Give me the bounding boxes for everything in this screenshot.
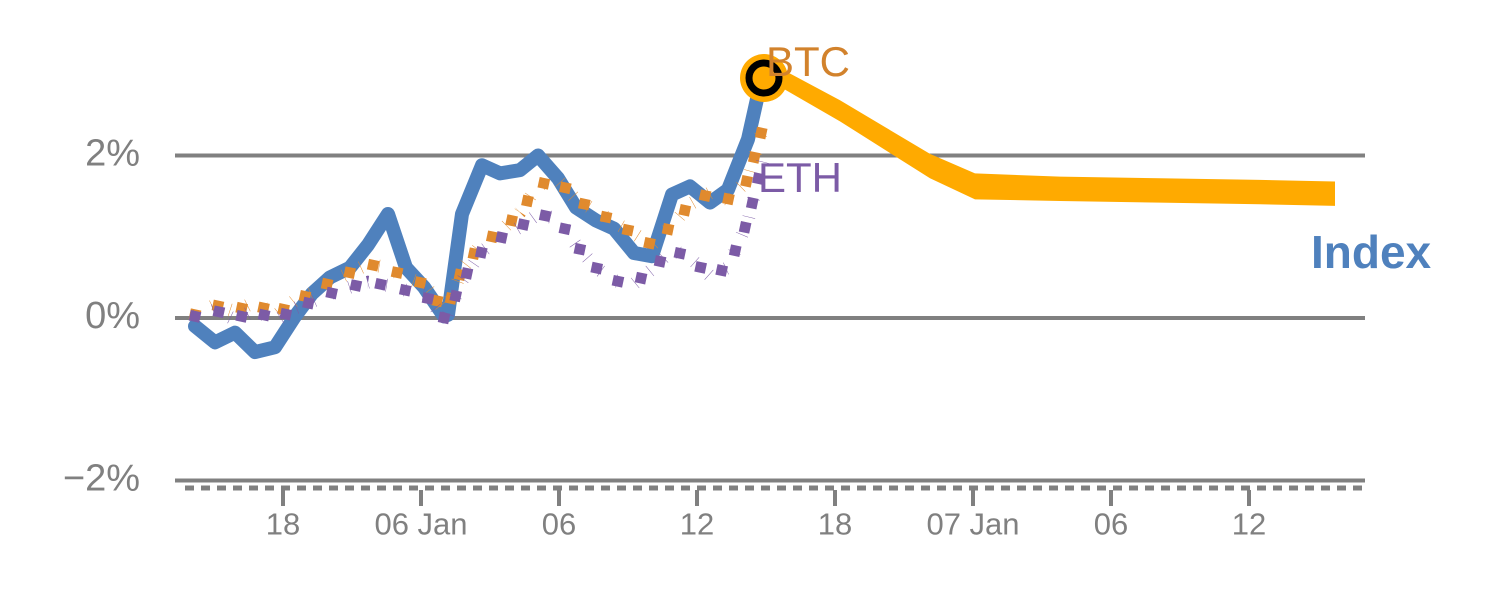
series-dot-eth — [694, 261, 707, 274]
x-axis-tick-label: 06 — [542, 506, 576, 541]
series-dot-btc — [390, 266, 404, 279]
series-dot-eth — [745, 196, 759, 210]
series-dot-btc — [485, 230, 499, 244]
gridlines — [175, 153, 1365, 483]
x-axis-tick-labels: 18 06 Jan 06 12 18 07 Jan 06 12 — [266, 506, 1266, 541]
series-dot-eth — [474, 246, 488, 259]
data-series — [188, 60, 771, 360]
series-dot-btc — [599, 210, 613, 224]
series-dot-eth — [449, 289, 463, 303]
eth-label: ETH — [758, 154, 842, 201]
series-dot-btc — [643, 236, 656, 250]
series-dot-btc — [505, 214, 518, 227]
x-axis-tick-label: 06 Jan — [374, 506, 467, 541]
x-axis-tick-label: 18 — [818, 506, 852, 541]
series-dot-eth — [398, 283, 412, 297]
series-dot-eth — [302, 296, 315, 310]
series-dot-btc — [698, 189, 712, 202]
series-dot-eth — [728, 244, 742, 258]
btc-label: BTC — [766, 38, 850, 85]
btc-forecast-band — [764, 59, 1335, 206]
series-dot-btc — [521, 194, 534, 208]
x-axis-tick-label: 12 — [1232, 506, 1266, 541]
y-axis-tick-label: 2% — [85, 133, 140, 175]
series-dot-eth — [495, 231, 508, 244]
series-dot-eth — [279, 307, 293, 321]
series-dot-eth — [752, 172, 765, 185]
series-dot-eth — [611, 274, 625, 288]
series-dot-eth — [673, 246, 687, 260]
y-axis-tick-label: 0% — [85, 295, 140, 337]
series-dot-eth — [349, 279, 363, 292]
series-dot-eth — [325, 286, 338, 300]
series-dot-eth — [738, 221, 752, 234]
series-annotations: BTC ETH Index — [758, 38, 1432, 278]
series-dot-btc — [537, 177, 551, 190]
forecast-band — [764, 59, 1335, 206]
series-dot-eth — [558, 222, 572, 236]
series-line-btc — [192, 121, 771, 325]
x-axis-tick-label: 07 Jan — [926, 506, 1019, 541]
series-dot-btc — [661, 222, 675, 236]
series-dot-eth — [573, 242, 587, 256]
series-dot-eth — [460, 267, 474, 280]
forecast-start-marker[interactable] — [740, 54, 788, 102]
series-dot-btc — [722, 192, 735, 206]
series-dot-eth — [437, 311, 451, 325]
series-dot-eth — [421, 292, 435, 305]
series-dot-btc — [320, 277, 334, 291]
series-dot-eth — [374, 277, 387, 291]
series-dot-eth — [538, 209, 552, 223]
x-axis-ticks — [281, 490, 1251, 506]
x-axis-tick-label: 06 — [1094, 506, 1128, 541]
series-dot-eth — [715, 264, 728, 277]
series-dot-eth — [517, 218, 530, 231]
series-dot-btc — [366, 258, 380, 272]
series-dot-btc — [558, 181, 572, 195]
series-dot-eth — [634, 271, 648, 285]
series-dot-eth — [188, 310, 202, 323]
series-dot-eth — [235, 310, 248, 323]
series-dot-btc — [678, 203, 692, 217]
series-dot-btc — [413, 276, 427, 289]
series-dot-btc — [740, 174, 753, 188]
series-dot-btc — [577, 197, 591, 211]
y-axis-tick-labels: 2% 0% −2% — [63, 133, 140, 500]
series-line-index — [188, 60, 771, 360]
series-dot-btc — [754, 126, 768, 140]
series-dot-btc — [621, 223, 635, 237]
x-axis-tick-label: 18 — [266, 506, 300, 541]
series-dot-eth — [653, 255, 667, 268]
y-axis-tick-label: −2% — [63, 458, 140, 500]
series-dot-eth — [590, 261, 604, 275]
index-label: Index — [1311, 226, 1432, 278]
x-axis-tick-label: 12 — [680, 506, 714, 541]
series-dot-btc — [343, 266, 356, 279]
marker-ring[interactable] — [745, 59, 783, 97]
series-dot-eth — [212, 305, 226, 319]
series-dot-eth — [257, 308, 271, 322]
